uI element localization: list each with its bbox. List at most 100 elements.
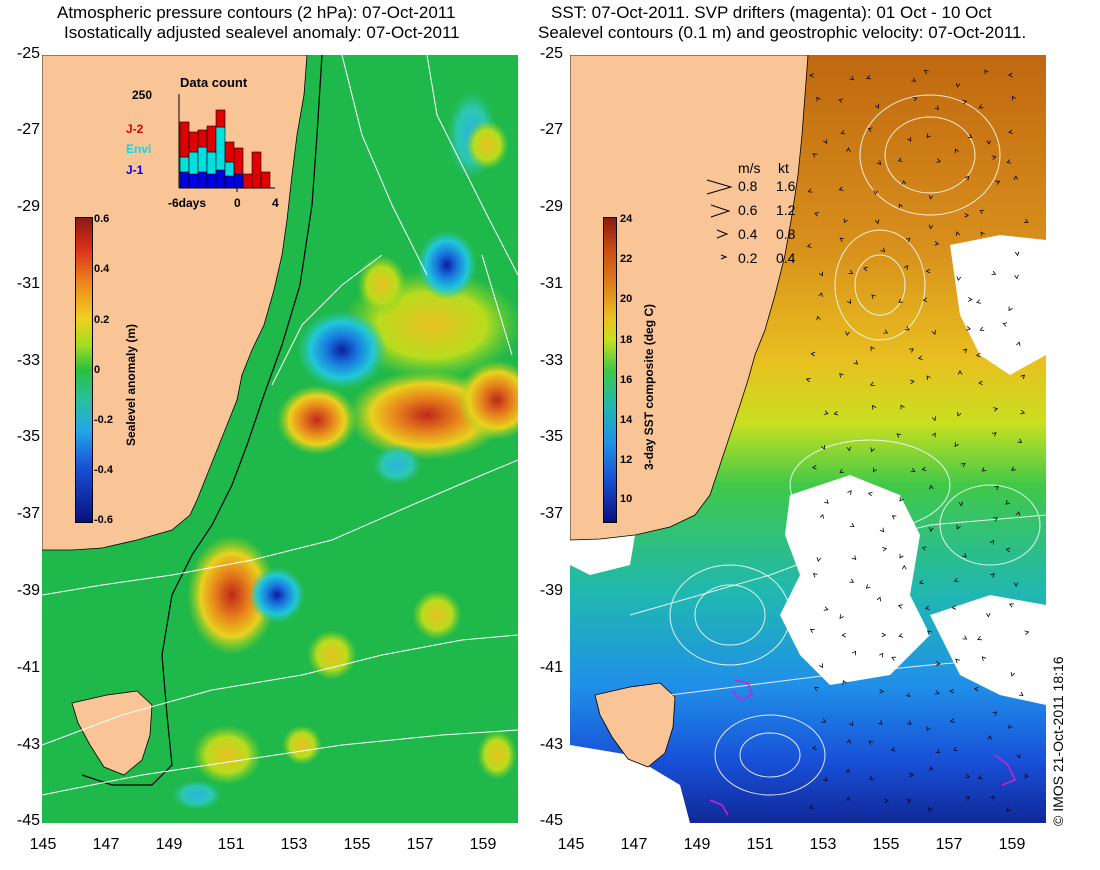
velocity-key-arrows <box>706 179 733 260</box>
velocity-arrow <box>851 650 857 656</box>
legend-j1: J-1 <box>126 163 144 177</box>
x-tick: 147 <box>620 836 648 853</box>
velocity-arrow <box>878 720 883 725</box>
velocity-arrow <box>911 77 917 82</box>
y-tick: -31 <box>16 275 40 292</box>
x-tick: 151 <box>217 836 245 853</box>
velocity-arrow <box>978 104 984 109</box>
velocity-arrow <box>833 410 839 416</box>
velocity-arrow <box>816 96 821 102</box>
velocity-arrow <box>906 799 912 804</box>
velocity-arrow <box>935 749 941 754</box>
velocity-arrow <box>955 658 960 664</box>
colorbar-tick: 24 <box>620 213 633 225</box>
velocity-arrow <box>928 527 934 532</box>
velocity-arrow <box>906 720 912 725</box>
velocity-arrow <box>1008 724 1013 729</box>
velocity-arrow <box>896 433 902 438</box>
x-tick: 149 <box>155 836 183 853</box>
velocity-arrow <box>818 663 823 669</box>
y-tick: -37 <box>16 505 40 522</box>
velocity-arrow <box>891 515 897 520</box>
velocity-arrow <box>809 628 815 633</box>
velocity-arrow <box>898 633 904 638</box>
velocity-arrow <box>1016 341 1021 347</box>
velocity-arrow <box>867 491 873 497</box>
velocity-key-kt: 1.6 <box>776 178 796 194</box>
velocity-arrow <box>849 721 854 727</box>
velocity-arrow <box>842 679 847 685</box>
velocity-arrow <box>812 573 818 578</box>
velocity-arrow <box>965 796 970 801</box>
velocity-arrow <box>967 133 973 138</box>
velocity-arrow <box>926 133 931 139</box>
velocity-arrow <box>984 69 989 75</box>
velocity-arrow <box>821 718 827 723</box>
colorbar-tick: 14 <box>620 414 633 426</box>
velocity-arrow <box>958 501 964 507</box>
velocity-arrow <box>962 348 968 354</box>
velocity-arrow <box>845 796 851 802</box>
velocity-arrow <box>897 157 903 162</box>
velocity-arrow <box>960 463 966 468</box>
velocity-arrow <box>931 432 936 438</box>
y-tick: -41 <box>16 659 40 676</box>
velocity-arrow <box>979 209 985 215</box>
velocity-arrow <box>1023 218 1029 223</box>
velocity-arrow <box>1006 159 1012 164</box>
velocity-arrow <box>926 375 931 381</box>
velocity-arrow <box>820 444 826 450</box>
velocity-arrow <box>1008 72 1013 78</box>
velocity-arrow <box>991 155 997 160</box>
velocity-arrow <box>824 499 829 504</box>
x-tick: 145 <box>557 836 585 853</box>
velocity-arrow <box>923 69 929 75</box>
colorbar-tick: 18 <box>620 334 633 346</box>
velocity-arrow <box>993 517 999 522</box>
velocity-arrow <box>922 297 928 302</box>
y-tick: -35 <box>16 428 40 445</box>
data-count-max: 250 <box>132 88 153 102</box>
colorbar-tick: 0.6 <box>94 213 110 225</box>
velocity-arrow <box>986 612 991 618</box>
velocity-arrow <box>898 203 903 209</box>
velocity-arrow <box>900 404 905 410</box>
velocity-arrow <box>1010 671 1016 677</box>
y-tick: -31 <box>539 275 563 292</box>
velocity-arrow <box>907 136 912 142</box>
velocity-arrow <box>926 726 931 732</box>
velocity-arrow <box>876 160 882 165</box>
velocity-key-header-ms: m/s <box>738 160 761 176</box>
velocity-arrow <box>992 711 998 716</box>
velocity-arrow <box>956 524 961 530</box>
velocity-arrow <box>839 237 845 242</box>
velocity-arrow <box>949 688 954 694</box>
velocity-arrow <box>934 105 940 110</box>
velocity-arrow <box>812 745 817 751</box>
velocity-arrow <box>873 467 878 473</box>
velocity-arrow <box>1016 754 1021 759</box>
y-tick: -29 <box>539 198 563 215</box>
velocity-arrow <box>927 630 932 635</box>
velocity-arrow <box>883 329 889 334</box>
velocity-arrow <box>951 605 957 610</box>
velocity-arrow <box>823 410 829 415</box>
velocity-arrow <box>962 552 967 558</box>
velocity-arrow <box>816 315 821 321</box>
velocity-arrow <box>1014 274 1019 280</box>
velocity-arrow <box>1008 603 1014 608</box>
y-tick: -29 <box>16 198 40 215</box>
velocity-arrow <box>1008 129 1013 134</box>
sst-map <box>570 55 1046 823</box>
velocity-arrow <box>912 97 918 102</box>
left-title-line2: Isostatically adjusted sealevel anomaly:… <box>64 23 460 42</box>
velocity-arrow <box>849 578 855 583</box>
y-tick: -33 <box>539 352 563 369</box>
colorbar-tick: 0.4 <box>94 263 110 275</box>
velocity-arrow <box>976 299 981 304</box>
velocity-arrow <box>869 775 874 780</box>
velocity-arrow <box>849 75 855 81</box>
velocity-arrow <box>1013 175 1019 180</box>
velocity-arrow <box>905 692 911 698</box>
velocity-arrow <box>876 596 881 602</box>
